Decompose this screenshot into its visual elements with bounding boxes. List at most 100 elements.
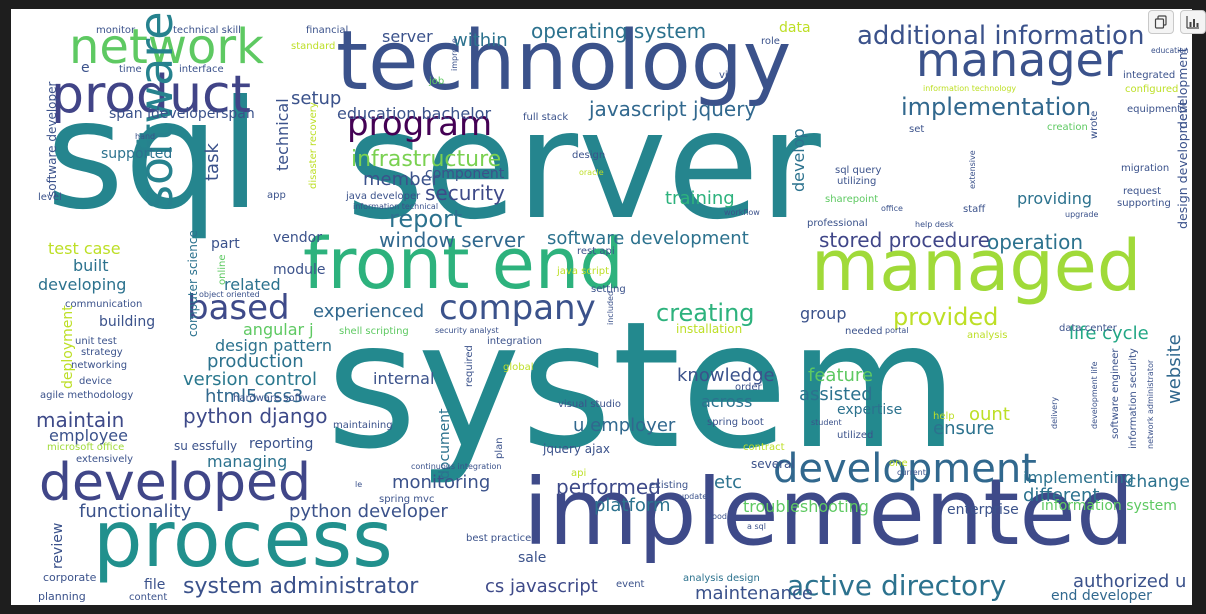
cloud-word: interface <box>179 64 224 75</box>
cloud-word: report <box>389 205 463 233</box>
cloud-word: angular j <box>243 320 314 339</box>
cloud-word: information technical <box>353 202 439 211</box>
cloud-word: providing <box>1017 189 1092 208</box>
cloud-word: feature <box>808 365 873 386</box>
cloud-word: help desk <box>915 220 954 229</box>
cloud-word: design pattern <box>215 336 332 355</box>
cloud-word: communication <box>65 299 143 310</box>
cloud-word: product <box>51 65 252 125</box>
cloud-word: ensure <box>933 418 995 439</box>
cloud-word: performed <box>556 475 661 499</box>
cloud-word: networking <box>71 360 128 371</box>
cloud-word: help <box>933 411 955 422</box>
cloud-word: api <box>571 468 587 479</box>
cloud-word: change <box>1127 472 1190 492</box>
cloud-word: manager <box>916 33 1123 87</box>
cloud-word: training <box>665 188 735 209</box>
cloud-word: implementation <box>901 93 1092 121</box>
cloud-word: front end <box>303 223 624 305</box>
cloud-word: creating <box>656 299 755 327</box>
cloud-word: needed <box>845 326 883 337</box>
cloud-word: rest api <box>577 246 615 257</box>
cloud-word: across <box>701 392 753 411</box>
cloud-word: utilized <box>837 430 874 441</box>
cloud-word: sale <box>518 550 547 566</box>
cloud-word: utilizing <box>837 176 877 187</box>
cloud-word: javascript jquery <box>589 97 757 121</box>
cloud-word: life cycle <box>1069 323 1149 344</box>
cloud-word: development <box>773 446 1037 492</box>
cloud-word: strategy <box>81 347 123 358</box>
cloud-word: wrote <box>1089 110 1100 139</box>
cloud-word: education bachelor <box>337 104 492 123</box>
cloud-word: shell scripting <box>339 326 409 337</box>
cloud-word: security <box>425 181 505 205</box>
cloud-word: sql <box>46 69 262 243</box>
cloud-word: delivery <box>1050 396 1059 429</box>
cloud-word: supporting <box>1117 198 1171 209</box>
cloud-word: role <box>761 36 780 47</box>
cloud-word: existing <box>649 480 689 491</box>
cloud-word: production <box>207 351 304 372</box>
cloud-word: group <box>800 304 847 323</box>
cloud-word: develop <box>789 128 808 192</box>
cloud-word: analysis <box>967 330 1008 341</box>
cloud-word: order <box>735 382 762 393</box>
cloud-word: required <box>464 345 475 387</box>
cloud-word: span ldeveloperspan <box>109 106 255 122</box>
cloud-word: provided <box>893 303 999 331</box>
cloud-word: office <box>881 204 903 213</box>
cloud-word: software developer <box>45 81 59 197</box>
bar-chart-icon <box>1186 16 1199 29</box>
cloud-word: best practice <box>466 533 532 544</box>
chart-button[interactable] <box>1180 10 1206 34</box>
cloud-word: experienced <box>313 301 425 322</box>
cloud-word: hardware software <box>233 393 327 404</box>
cloud-word: based <box>187 288 290 328</box>
cloud-word: development <box>1176 47 1190 129</box>
cloud-word: active directory <box>787 569 1007 602</box>
cloud-word: information system <box>1041 498 1177 514</box>
cloud-word: supported <box>101 146 173 162</box>
cloud-word: design <box>572 150 606 161</box>
cloud-word: monitor <box>96 25 136 36</box>
cloud-word: version control <box>183 369 318 390</box>
copy-icon <box>1154 15 1167 29</box>
cloud-word: contract <box>743 442 785 453</box>
cloud-word: oracle <box>579 168 604 177</box>
cloud-word: technical skill <box>173 25 241 36</box>
cloud-word: different <box>1023 485 1100 506</box>
cloud-word: program <box>347 104 493 144</box>
cloud-word: upgrade <box>1065 210 1099 219</box>
cloud-word: platform <box>594 495 671 516</box>
cloud-word: data <box>779 20 811 36</box>
cloud-word: related <box>224 275 281 294</box>
copy-button[interactable] <box>1148 10 1174 34</box>
cloud-word: installation <box>676 322 743 336</box>
cloud-word: level <box>38 192 62 203</box>
cloud-word: building <box>99 314 156 330</box>
cloud-word: process <box>93 495 393 585</box>
cloud-word: software development <box>547 228 749 249</box>
cloud-word: computer science <box>186 230 200 337</box>
cloud-word: knowledge <box>677 365 775 386</box>
cloud-word: setting <box>591 284 626 295</box>
cloud-word: vendor <box>273 230 322 246</box>
cloud-word: task <box>202 143 223 181</box>
cloud-word: migration <box>1121 163 1170 174</box>
cloud-word: improve <box>450 38 459 71</box>
cloud-word: maintaining <box>333 420 393 431</box>
cloud-word: reporting <box>249 436 314 452</box>
cloud-word: content <box>129 592 168 603</box>
cloud-word: good <box>707 512 727 521</box>
cloud-word: infrastructure <box>351 147 502 172</box>
cloud-word: planning <box>38 590 86 603</box>
cloud-word: corporate <box>43 571 97 584</box>
cloud-word: integration <box>487 336 542 347</box>
cloud-word: agile methodology <box>40 390 134 401</box>
cloud-word: member <box>363 169 440 190</box>
cloud-word: plan <box>494 437 505 459</box>
cloud-word: technology <box>336 14 792 109</box>
cloud-word: financial <box>306 25 349 36</box>
cloud-word: set <box>909 124 925 135</box>
